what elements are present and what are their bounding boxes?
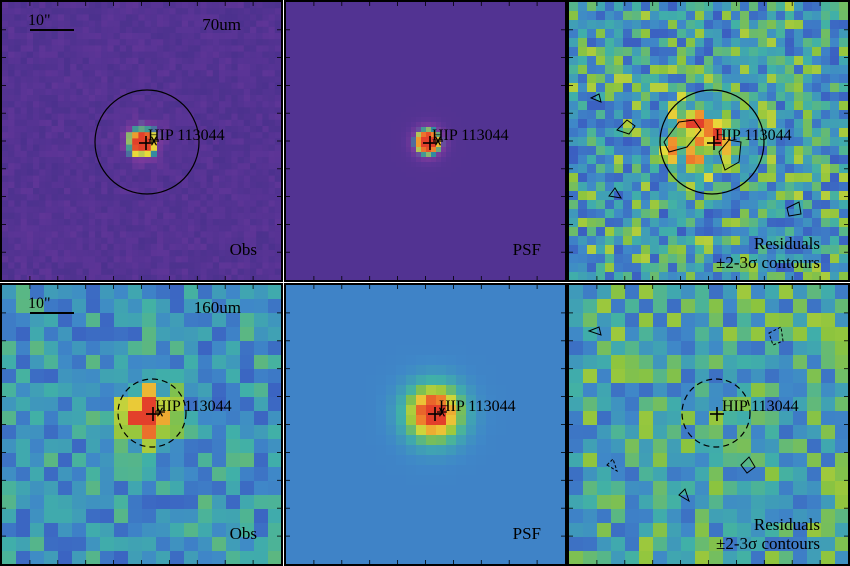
star-marker-asterisk	[149, 136, 159, 146]
pixel-grid	[2, 285, 281, 564]
psf-grid	[286, 285, 565, 564]
psf-label: PSF	[512, 240, 541, 259]
axis-ticks	[286, 285, 565, 564]
panel-160um-residuals: HIP 113044 Residuals ±2-3σ contours	[567, 283, 850, 566]
band-label-70um: 70um	[202, 15, 241, 34]
residual-grid	[569, 2, 848, 280]
contours	[587, 326, 784, 503]
star-marker-asterisk	[155, 407, 165, 417]
panel-160um-psf: HIP 113044 PSF	[284, 283, 567, 566]
aperture-circle	[659, 89, 765, 195]
image-160um-residuals	[569, 285, 848, 564]
image-70um-psf	[286, 2, 565, 280]
source-marker-plus	[707, 136, 721, 150]
aperture-circle	[94, 89, 200, 195]
image-160um-obs	[2, 285, 281, 564]
target-label: HIP 113044	[432, 127, 509, 144]
scale-bar-label: 10"	[28, 295, 51, 312]
residuals-label-line1: Residuals	[753, 515, 820, 534]
psf-grid	[286, 2, 565, 280]
source-marker-plus	[428, 407, 442, 421]
residual-grid	[569, 285, 848, 564]
target-label: HIP 113044	[722, 398, 799, 415]
source-marker-plus	[710, 407, 724, 421]
residuals-label: Residuals ±2-3σ contours	[716, 234, 820, 272]
star-marker-asterisk	[433, 136, 443, 146]
axis-ticks	[2, 2, 281, 280]
source-marker-plus	[146, 407, 160, 421]
residuals-label-line2: ±2-3σ contours	[716, 253, 820, 272]
axis-ticks	[2, 285, 281, 564]
source-marker-plus	[139, 136, 153, 150]
aperture-circle-dashed	[117, 378, 187, 448]
axis-ticks	[569, 2, 848, 280]
panel-70um-obs: 10" 70um HIP 113044 Obs	[0, 0, 283, 282]
target-label: HIP 113044	[715, 127, 792, 144]
image-160um-psf	[286, 285, 565, 564]
panel-70um-residuals: HIP 113044 Residuals ±2-3σ contours	[567, 0, 850, 282]
star-marker-asterisk	[437, 407, 447, 417]
band-label-160um: 160um	[193, 298, 241, 317]
psf-label: PSF	[512, 524, 541, 543]
source-marker-plus	[423, 136, 437, 150]
target-label: HIP 113044	[439, 398, 516, 415]
residuals-label-line2: ±2-3σ contours	[716, 534, 820, 553]
contours	[589, 93, 802, 217]
target-label: HIP 113044	[155, 398, 232, 415]
axis-ticks	[569, 285, 848, 564]
axis-ticks	[286, 2, 565, 280]
obs-label: Obs	[229, 524, 257, 543]
panel-160um-obs: 10" 160um HIP 113044 Obs	[0, 283, 283, 566]
image-70um-residuals	[569, 2, 848, 280]
pixel-grid	[2, 2, 281, 280]
image-70um-obs	[2, 2, 281, 280]
residuals-label: Residuals ±2-3σ contours	[716, 515, 820, 553]
residuals-label-line1: Residuals	[753, 234, 820, 253]
target-label: HIP 113044	[148, 127, 225, 144]
aperture-circle-dashed	[681, 378, 751, 448]
obs-label: Obs	[229, 240, 257, 259]
panel-70um-psf: HIP 113044 PSF	[284, 0, 567, 282]
scale-bar-label: 10"	[28, 12, 51, 29]
